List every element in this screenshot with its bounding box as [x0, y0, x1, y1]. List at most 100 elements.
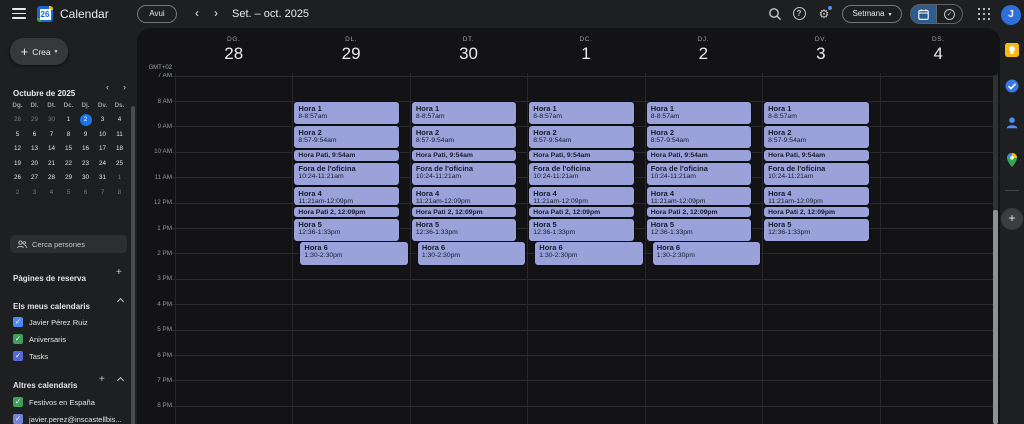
mini-calendar-day[interactable]: 4 — [49, 188, 54, 196]
google-apps-icon[interactable] — [978, 8, 991, 21]
mini-calendar-selected-day[interactable]: 2 — [79, 113, 92, 126]
mini-calendar-day[interactable]: 1 — [66, 116, 71, 124]
event[interactable]: Hora 1 8-8:57am — [293, 101, 400, 126]
event[interactable]: Hora 2 8:57-9:54am — [293, 125, 400, 150]
day-number[interactable]: 29 — [341, 44, 361, 63]
event[interactable]: Fora de l'oficina 10:24-11:21am — [645, 161, 753, 187]
event[interactable]: Hora 6 1:30-2:30pm — [534, 240, 644, 267]
calendar-list-item[interactable]: ✓ Festivos en España — [13, 395, 131, 409]
timezone-label[interactable]: GMT+02 — [148, 65, 172, 71]
grid-scrollbar-thumb[interactable] — [993, 210, 998, 424]
mini-calendar-prev-icon[interactable]: ‹ — [106, 82, 109, 92]
calendar-checkbox[interactable]: ✓ — [13, 334, 23, 344]
event[interactable]: Hora Pati, 9:54am — [763, 149, 870, 162]
create-button[interactable]: + Crea ▾ — [10, 38, 68, 65]
mini-calendar-day[interactable]: 30 — [47, 116, 55, 124]
event[interactable]: Hora 4 11:21am-12:09pm — [410, 186, 518, 207]
day-number[interactable]: 1 — [581, 44, 591, 63]
day-number[interactable]: 2 — [698, 44, 709, 63]
keep-icon[interactable] — [1004, 42, 1020, 58]
main-menu-icon[interactable] — [12, 8, 26, 19]
mini-calendar-day[interactable]: 7 — [100, 188, 105, 196]
booking-pages-row[interactable]: Pàgines de reserva + — [13, 267, 122, 284]
event[interactable]: Hora Pati 2, 12:09pm — [528, 206, 635, 218]
prev-week-button[interactable]: ‹ — [195, 6, 199, 20]
mini-calendar-day[interactable]: 16 — [81, 145, 89, 153]
event[interactable]: Hora 4 11:21am-12:09pm — [293, 186, 400, 207]
event[interactable]: Hora 2 8:57-9:54am — [410, 125, 518, 150]
event[interactable]: Fora de l'oficina 10:24-11:21am — [410, 161, 518, 187]
tasks-view-icon[interactable]: ✓ — [936, 5, 962, 23]
mini-calendar-day[interactable]: 11 — [116, 130, 123, 138]
event[interactable]: Hora 1 8-8:57am — [528, 101, 635, 126]
event[interactable]: Hora 4 11:21am-12:09pm — [763, 186, 870, 207]
event[interactable]: Hora 4 11:21am-12:09pm — [645, 186, 753, 207]
mini-calendar-day[interactable]: 3 — [32, 188, 37, 196]
mini-calendar-day[interactable]: 26 — [13, 174, 21, 182]
mini-calendar-day[interactable]: 6 — [83, 188, 88, 196]
tasks-icon[interactable] — [1004, 78, 1020, 94]
settings-icon[interactable]: ⚙ — [816, 6, 832, 22]
mini-calendar-day[interactable]: 20 — [30, 159, 38, 167]
calendar-checkbox[interactable]: ✓ — [13, 351, 23, 361]
user-avatar[interactable]: J — [1001, 5, 1021, 25]
today-button[interactable]: Avui — [137, 5, 177, 23]
get-addons-button[interactable]: + — [1001, 208, 1023, 230]
calendar-logo-icon[interactable]: 26 — [37, 6, 53, 22]
mini-calendar-day[interactable]: 19 — [13, 159, 21, 167]
chevron-up-icon[interactable] — [116, 297, 125, 306]
mini-calendar-day[interactable]: 2 — [15, 188, 20, 196]
event[interactable]: Hora 2 8:57-9:54am — [645, 125, 753, 150]
event[interactable]: Hora 5 12:36-1:33pm — [763, 217, 870, 242]
mini-calendar-day[interactable]: 9 — [83, 130, 88, 138]
event[interactable]: Hora 2 8:57-9:54am — [528, 125, 635, 150]
event[interactable]: Hora Pati, 9:54am — [410, 149, 518, 162]
mini-calendar-day[interactable]: 28 — [47, 174, 55, 182]
calendar-checkbox[interactable]: ✓ — [13, 414, 23, 424]
mini-calendar-day[interactable]: 12 — [13, 145, 21, 153]
mini-calendar-day[interactable]: 29 — [64, 174, 72, 182]
search-icon[interactable] — [767, 6, 783, 22]
mini-calendar-day[interactable]: 22 — [64, 159, 72, 167]
other-calendars-header[interactable]: Altres calendaris + — [13, 374, 127, 390]
event[interactable]: Hora 5 12:36-1:33pm — [410, 217, 518, 242]
mini-calendar-day[interactable]: 8 — [66, 130, 71, 138]
event[interactable]: Fora de l'oficina 10:24-11:21am — [528, 161, 635, 187]
search-people-input[interactable]: Cerca persones — [10, 235, 127, 253]
event[interactable]: Hora Pati 2, 12:09pm — [410, 206, 518, 218]
calendar-checkbox[interactable]: ✓ — [13, 397, 23, 407]
mini-calendar-day[interactable]: 15 — [64, 145, 72, 153]
event[interactable]: Hora Pati, 9:54am — [645, 149, 753, 162]
event[interactable]: Hora 5 12:36-1:33pm — [528, 217, 635, 242]
mini-calendar-day[interactable]: 24 — [98, 159, 106, 167]
calendar-list-item[interactable]: ✓ Tasks — [13, 349, 131, 363]
sidebar-scrollbar[interactable] — [131, 106, 135, 424]
event[interactable]: Hora 1 8-8:57am — [645, 101, 753, 126]
mini-calendar-day[interactable]: 14 — [47, 145, 55, 153]
mini-calendar-day[interactable]: 10 — [98, 130, 106, 138]
event[interactable]: Hora Pati, 9:54am — [528, 149, 635, 162]
event[interactable]: Hora 1 8-8:57am — [410, 101, 518, 126]
event[interactable]: Hora 5 12:36-1:33pm — [293, 217, 400, 242]
add-booking-page-icon[interactable]: + — [116, 267, 122, 278]
event[interactable]: Hora Pati 2, 12:09pm — [293, 206, 400, 218]
mini-calendar-day[interactable]: 27 — [30, 174, 38, 182]
event[interactable]: Hora 6 1:30-2:30pm — [299, 240, 409, 267]
day-number[interactable]: 3 — [816, 44, 826, 63]
mini-calendar-day[interactable]: 1 — [117, 174, 122, 182]
mini-calendar-day[interactable]: 31 — [98, 174, 106, 182]
mini-calendar-day[interactable]: 8 — [117, 188, 122, 196]
help-icon[interactable]: ? — [791, 6, 807, 22]
event[interactable]: Hora 5 12:36-1:33pm — [645, 217, 753, 242]
event[interactable]: Hora Pati 2, 12:09pm — [763, 206, 870, 218]
mini-calendar-day[interactable]: 25 — [115, 159, 123, 167]
calendar-list-item[interactable]: ✓ Javier Pérez Ruiz — [13, 315, 131, 329]
mini-calendar-day[interactable]: 23 — [81, 159, 89, 167]
chevron-up-icon[interactable] — [116, 376, 125, 385]
mini-calendar-day[interactable]: 21 — [47, 159, 55, 167]
day-number[interactable]: 28 — [224, 44, 244, 63]
contacts-icon[interactable] — [1004, 115, 1020, 131]
add-other-calendar-icon[interactable]: + — [99, 374, 105, 385]
calendar-checkbox[interactable]: ✓ — [13, 317, 23, 327]
event[interactable]: Hora 4 11:21am-12:09pm — [528, 186, 635, 207]
